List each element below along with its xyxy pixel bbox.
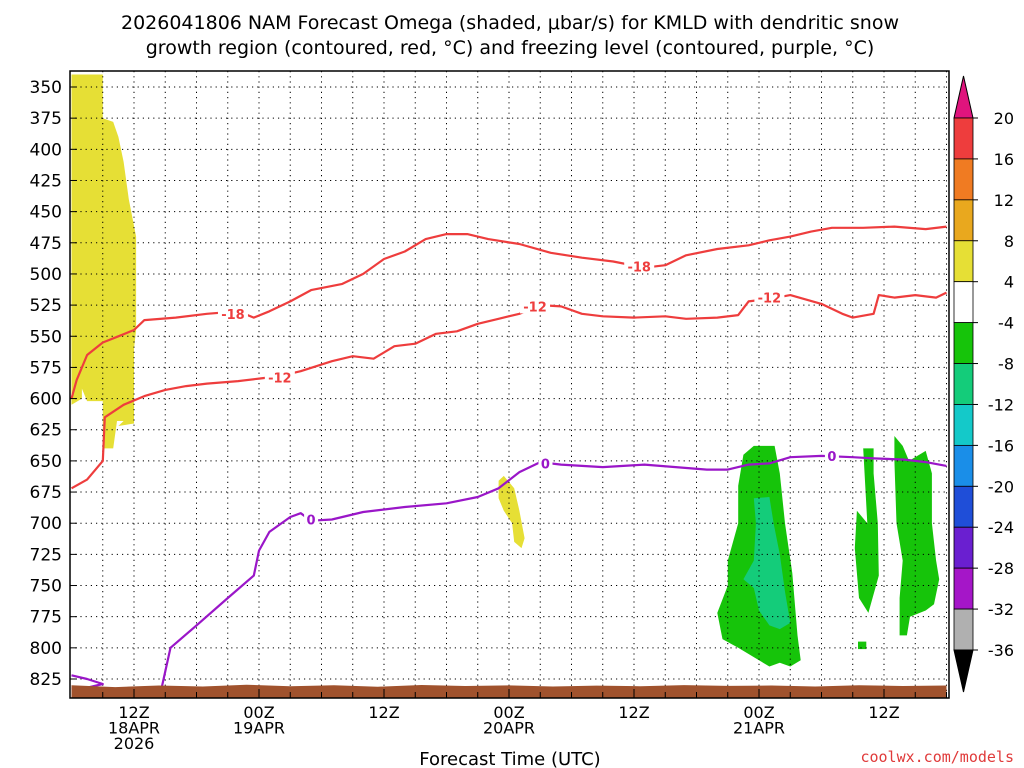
colorbar-label: 20 [994,109,1014,128]
contour-label: 0 [307,513,316,528]
x-tick-label: 2026 [114,734,155,753]
omega-region-6 [858,641,867,650]
colorbar-segment [953,199,974,242]
contour-line-1 [70,291,947,490]
colorbar-segment [953,158,974,201]
contour-label-bg [304,511,319,527]
x-tick-label: 12Z [868,703,899,722]
contour-labels: -18 -18 -12 -12 -12 0 0 0 [217,258,839,528]
chart-title-line-2: growth region (contoured, red, °C) and f… [146,37,875,59]
y-tick-label: 425 [30,171,62,191]
colorbar-segment [953,404,974,446]
colorbar-segment [953,281,974,324]
colorbar-segment [953,485,974,528]
y-tick-label: 650 [30,452,62,472]
contour-label-bg [824,447,839,463]
colorbar: 20 16 12 8 4 -4 -8 -12 -16 -20 -24 -28 -32 -36 [953,75,1014,693]
colorbar-label: 8 [1004,232,1014,251]
y-tick-label: 625 [30,421,62,441]
colorbar-top-arrow [953,75,974,119]
colorbar-label: -4 [998,314,1014,333]
y-tick-label: 750 [30,577,62,597]
contour-label-bg [538,455,553,471]
colorbar-segment [953,117,974,160]
x-tick-label: 12Z [118,703,149,722]
colorbar-segment [953,608,974,651]
colorbar-segment [953,526,974,569]
x-tick-label: 12Z [618,703,649,722]
y-tick-label: 800 [30,639,62,659]
x-tick-label: 18APR [108,719,160,738]
contour-label: -18 [627,260,651,275]
colorbar-segment [953,567,974,610]
contour-line-2 [158,454,947,696]
y-tick-label: 600 [30,390,62,410]
y-tick-label: 550 [30,327,62,347]
colorbar-segment [953,322,974,364]
x-tick-label: 00Z [493,703,524,722]
colorbar-label: -32 [988,600,1014,619]
y-tick-label: 400 [30,140,62,160]
y-tick-label: 675 [30,483,62,503]
credit-text: coolwx.com/models [860,748,1014,766]
y-tick-label: 350 [30,78,62,98]
y-tick-label: 375 [30,109,62,129]
y-tick-label: 825 [30,670,62,690]
y-tick-label: 475 [30,234,62,254]
x-tick-label: 00Z [743,703,774,722]
contour-label-bg [754,289,785,305]
contour-label: -12 [523,300,547,315]
y-tick-label: 775 [30,608,62,628]
omega-region-1 [498,475,525,549]
colorbar-label: -20 [988,477,1014,496]
colorbar-label: 12 [994,191,1014,210]
colorbar-label: 4 [1004,273,1014,292]
contour-label-bg [624,258,655,274]
omega-region-3 [743,497,791,630]
y-tick-label: 575 [30,358,62,378]
chart-title-line-1: 2026041806 NAM Forecast Omega (shaded, μ… [121,12,899,34]
y-tick-label: 525 [30,296,62,316]
colorbar-label: 16 [994,150,1014,169]
y-tick-label: 700 [30,514,62,534]
contour-label: -12 [268,371,292,386]
x-axis-label: Forecast Time (UTC) [419,749,600,768]
contour-label: 0 [827,450,836,465]
colorbar-segment [953,240,974,283]
x-tick-label: 19APR [233,719,285,738]
gridlines [70,71,949,698]
contour-label-bg [264,369,295,385]
contour-line-0 [70,225,947,399]
x-tick-label: 20APR [483,719,535,738]
colorbar-label: -24 [988,518,1014,537]
colorbar-segment [953,363,974,405]
y-axis: 350 375 400 425 450 475 500 525 550 575 600 625 650 6… [30,78,77,690]
colorbar-label: -28 [988,559,1014,578]
contour-layer [70,225,947,696]
x-tick-label: 21APR [733,719,785,738]
colorbar-bottom-arrow [953,649,974,693]
contour-label-bg [217,305,248,321]
omega-region-4 [854,448,879,613]
contour-label: -18 [221,308,245,323]
contour-label: 0 [541,457,550,472]
y-tick-label: 725 [30,545,62,565]
y-tick-label: 500 [30,265,62,285]
colorbar-label: -36 [988,641,1014,660]
contour-label-bg [520,298,551,314]
x-tick-label: 00Z [243,703,274,722]
x-tick-label: 12Z [368,703,399,722]
colorbar-segment [953,444,974,487]
contour-label: -12 [758,292,782,307]
colorbar-label: -8 [998,355,1014,374]
colorbar-label: -12 [988,395,1014,414]
y-tick-label: 450 [30,203,62,223]
colorbar-label: -16 [988,436,1014,455]
